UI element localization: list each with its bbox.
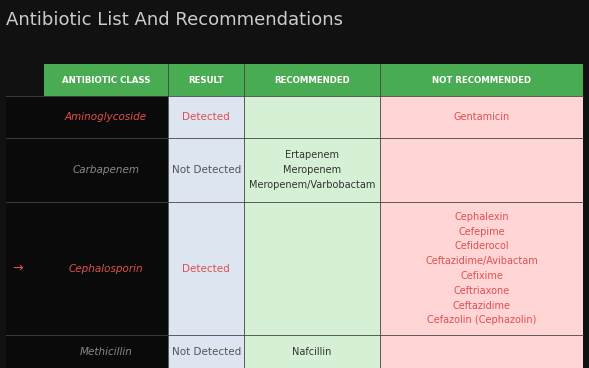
Text: Detected: Detected xyxy=(182,112,230,122)
Bar xyxy=(244,335,380,368)
Text: Cephalexin
Cefepime
Cefiderocol
Ceftazidime/Avibactam
Cefixime
Ceftriaxone
Cefta: Cephalexin Cefepime Cefiderocol Ceftazid… xyxy=(425,212,538,325)
Bar xyxy=(380,202,583,335)
Bar xyxy=(380,96,583,138)
Bar xyxy=(244,96,380,138)
Bar xyxy=(6,335,44,368)
Text: RECOMMENDED: RECOMMENDED xyxy=(274,75,350,85)
Text: Aminoglycoside: Aminoglycoside xyxy=(65,112,147,122)
Text: Methicillin: Methicillin xyxy=(80,347,133,357)
Bar xyxy=(44,202,168,335)
Text: Not Detected: Not Detected xyxy=(171,165,241,175)
Text: Detected: Detected xyxy=(182,263,230,274)
Bar xyxy=(6,96,44,138)
Text: Cephalosporin: Cephalosporin xyxy=(69,263,143,274)
Text: Not Detected: Not Detected xyxy=(171,347,241,357)
Bar xyxy=(168,96,244,138)
Text: Nafcillin: Nafcillin xyxy=(293,347,332,357)
Text: NOT RECOMMENDED: NOT RECOMMENDED xyxy=(432,75,531,85)
Text: →: → xyxy=(12,262,23,275)
Bar xyxy=(6,202,44,335)
Bar xyxy=(44,96,168,138)
Bar xyxy=(44,64,583,96)
Bar xyxy=(168,335,244,368)
Text: ANTIBIOTIC CLASS: ANTIBIOTIC CLASS xyxy=(62,75,150,85)
Bar xyxy=(244,138,380,202)
Bar xyxy=(380,335,583,368)
Bar xyxy=(380,138,583,202)
Text: Ertapenem
Meropenem
Meropenem/Varbobactam: Ertapenem Meropenem Meropenem/Varbobacta… xyxy=(249,151,375,190)
Bar xyxy=(44,138,168,202)
Text: Antibiotic List And Recommendations: Antibiotic List And Recommendations xyxy=(6,11,343,29)
Text: Gentamicin: Gentamicin xyxy=(454,112,509,122)
Bar xyxy=(168,202,244,335)
Bar xyxy=(244,202,380,335)
Text: RESULT: RESULT xyxy=(188,75,224,85)
Bar xyxy=(6,138,44,202)
Text: Carbapenem: Carbapenem xyxy=(72,165,140,175)
Bar xyxy=(168,138,244,202)
Bar xyxy=(44,335,168,368)
